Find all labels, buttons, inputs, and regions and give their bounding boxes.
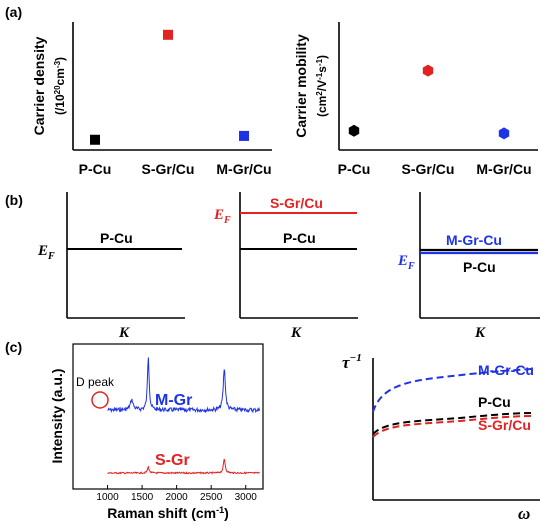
- raman-xlabel: Raman shift (cm-1): [107, 505, 229, 521]
- raman-series-sgr: [107, 458, 260, 475]
- diagram1-pcu-label: P-Cu: [100, 230, 133, 246]
- scattering-ylabel: τ−1: [342, 352, 362, 372]
- raman-tick-label: 3000: [235, 492, 258, 503]
- density-point-m-gr-cu: [239, 130, 249, 141]
- diagram1-ef-label: EF: [37, 243, 55, 262]
- carrier-mobility-chart: Carrier mobility (cm2/V-1s-1) P-Cu S-Gr/C…: [293, 22, 538, 177]
- diagram1-k-label: K: [118, 325, 130, 341]
- diagram3-pcu-label: P-Cu: [463, 259, 496, 275]
- mobility-point-p-cu: [348, 124, 360, 137]
- density-point-s-gr-cu: [163, 29, 173, 40]
- density-tick-label: P-Cu: [79, 161, 112, 177]
- density-tick-label: S-Gr/Cu: [142, 161, 195, 177]
- mobility-ylabel-line1: Carrier mobility: [293, 34, 309, 138]
- diagram3-mgr-label: M-Gr-Cu: [446, 232, 502, 248]
- scattering-rate-chart: τ−1 ω M-Gr-Cu P-Cu S-Gr/Cu: [342, 352, 540, 523]
- diagram3-ef-label: EF: [397, 253, 415, 272]
- panel-a-label: (a): [5, 4, 22, 20]
- scattering-curve-mgr: [372, 368, 533, 413]
- panel-b-label: (b): [5, 192, 23, 208]
- density-point-p-cu: [90, 134, 100, 145]
- mobility-point-m-gr-cu: [498, 127, 510, 140]
- diagram2-k-label: K: [290, 325, 302, 341]
- band-diagram-3: M-Gr-Cu P-Cu EF K: [397, 192, 540, 341]
- density-ylabel-line2: (/1020cm-3): [53, 57, 67, 115]
- mobility-tick-label: P-Cu: [338, 161, 371, 177]
- scattering-curve-pcu: [372, 412, 533, 435]
- band-diagram-1: P-Cu EF K: [37, 192, 185, 341]
- diagram2-sgr-label: S-Gr/Cu: [270, 195, 323, 211]
- scattering-pcu-label: P-Cu: [478, 394, 511, 410]
- raman-tick-label: 1500: [131, 492, 154, 503]
- mobility-point-s-gr-cu: [422, 64, 434, 77]
- diagram3-k-label: K: [474, 325, 486, 341]
- scattering-mgr-label: M-Gr-Cu: [478, 362, 534, 378]
- panel-c-label: (c): [5, 339, 22, 355]
- raman-sgr-label: S-Gr: [155, 452, 190, 469]
- raman-ylabel: Intensity (a.u.): [49, 369, 65, 464]
- raman-tick-label: 1000: [96, 492, 119, 503]
- raman-tick-label: 2500: [200, 492, 223, 503]
- mobility-tick-label: S-Gr/Cu: [402, 161, 455, 177]
- scattering-xlabel: ω: [518, 504, 530, 523]
- raman-series-mgr: [107, 357, 260, 414]
- carrier-density-chart: Carrier density (/1020cm-3) P-Cu S-Gr/Cu M…: [31, 22, 272, 177]
- mobility-ylabel-line2: (cm2/V-1s-1): [315, 55, 329, 117]
- raman-chart: Intensity (a.u.) Raman shift (cm-1) 1000…: [49, 343, 264, 521]
- d-peak-circle: [91, 391, 109, 409]
- mobility-tick-label: M-Gr/Cu: [476, 161, 531, 177]
- scattering-curve-sgr: [372, 415, 533, 438]
- band-diagram-2: S-Gr/Cu P-Cu EF K: [213, 192, 358, 341]
- raman-frame: [72, 343, 264, 490]
- diagram2-pcu-label: P-Cu: [283, 230, 316, 246]
- diagram2-ef-label: EF: [213, 207, 231, 226]
- raman-tick-label: 2000: [166, 492, 189, 503]
- density-tick-label: M-Gr/Cu: [216, 161, 271, 177]
- raman-mgr-label: M-Gr: [155, 392, 192, 409]
- density-ylabel-line1: Carrier density: [31, 36, 47, 135]
- d-peak-annotation: D peak: [76, 375, 115, 389]
- scattering-sgr-label: S-Gr/Cu: [478, 417, 531, 433]
